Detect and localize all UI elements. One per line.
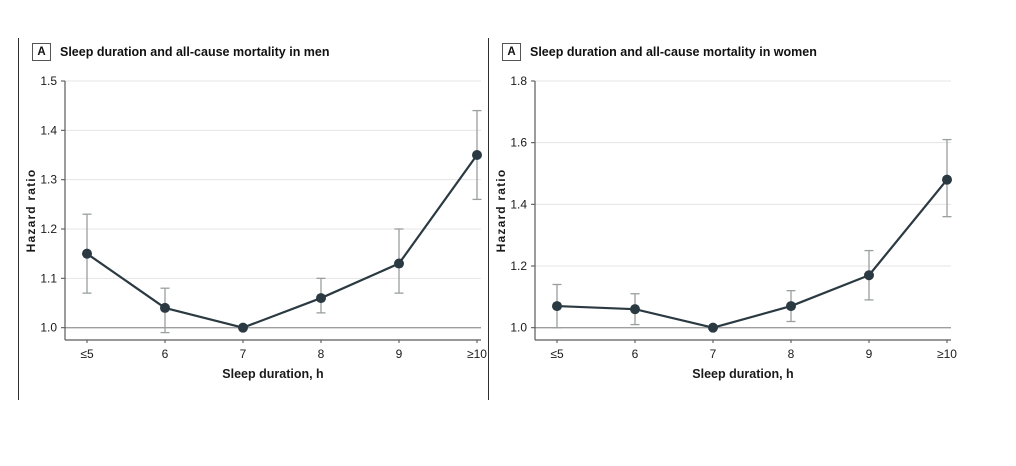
panel-men: A Sleep duration and all-cause mortality… <box>18 38 489 400</box>
panel-title: Sleep duration and all-cause mortality i… <box>60 45 330 59</box>
error-bars <box>552 138 952 329</box>
x-tick-label: ≤5 <box>550 347 564 361</box>
y-tick-label: 1.6 <box>510 136 527 150</box>
y-axis-title: Hazard ratio <box>24 169 38 253</box>
data-point <box>160 302 170 313</box>
gridlines <box>65 80 481 279</box>
x-axis-title: Sleep duration, h <box>222 367 323 381</box>
data-point <box>238 322 248 333</box>
x-tick-label: ≤5 <box>80 347 94 361</box>
data-point <box>316 293 326 304</box>
data-point <box>942 174 952 185</box>
x-tick-label: ≥10 <box>467 347 487 361</box>
y-tick-label: 1.8 <box>510 74 527 88</box>
panel-title: Sleep duration and all-cause mortality i… <box>530 45 817 59</box>
data-points <box>552 174 952 333</box>
x-tick-label: 7 <box>240 347 247 361</box>
panel-women-header: A Sleep duration and all-cause mortality… <box>502 43 817 61</box>
x-axis-title: Sleep duration, h <box>692 367 793 381</box>
y-tick-label: 1.0 <box>510 321 527 335</box>
data-point <box>864 270 874 281</box>
panel-label-badge: A <box>32 43 51 61</box>
panel-men-header: A Sleep duration and all-cause mortality… <box>32 43 330 61</box>
data-point <box>472 150 482 160</box>
y-tick-label: 1.0 <box>40 321 57 335</box>
error-bars <box>82 109 482 334</box>
y-tick-label: 1.2 <box>510 259 527 273</box>
x-tick-label: 7 <box>710 347 717 361</box>
x-tick-label: 9 <box>866 347 873 361</box>
axes <box>534 81 951 341</box>
y-axis-ticks: 1.0 1.2 1.4 1.6 1.8 <box>510 74 535 335</box>
y-tick-label: 1.2 <box>40 222 57 236</box>
y-tick-label: 1.4 <box>510 197 527 211</box>
data-point <box>630 304 640 315</box>
data-point <box>82 248 92 259</box>
x-axis-ticks: ≤5 6 7 8 9 ≥10 <box>80 340 487 361</box>
series-line <box>85 153 479 329</box>
y-tick-label: 1.1 <box>40 271 57 285</box>
data-point <box>394 258 404 269</box>
y-axis-ticks: 1.0 1.1 1.2 1.3 1.4 1.5 <box>40 74 65 335</box>
y-axis-title: Hazard ratio <box>494 169 508 253</box>
x-tick-label: 6 <box>632 347 639 361</box>
data-point <box>552 301 562 312</box>
panel-women: A Sleep duration and all-cause mortality… <box>488 38 959 400</box>
women-hazard-ratio-chart: 1.0 1.2 1.4 1.6 1.8 ≤5 6 7 8 9 ≥10 Sleep duration, … <box>494 74 957 381</box>
x-tick-label: 8 <box>788 347 795 361</box>
gridlines <box>535 80 951 267</box>
x-tick-label: ≥10 <box>937 347 957 361</box>
x-tick-label: 9 <box>396 347 403 361</box>
x-axis-ticks: ≤5 6 7 8 9 ≥10 <box>550 340 957 361</box>
data-point <box>708 322 718 333</box>
x-tick-label: 6 <box>162 347 169 361</box>
y-tick-label: 1.4 <box>40 123 57 137</box>
axes <box>64 81 481 341</box>
y-tick-label: 1.5 <box>40 74 57 88</box>
series-line <box>555 178 949 329</box>
data-points <box>82 150 482 333</box>
men-hazard-ratio-chart: 1.0 1.1 1.2 1.3 1.4 1.5 ≤5 6 7 8 9 ≥10 Sleep duratio… <box>24 74 487 381</box>
y-tick-label: 1.3 <box>40 173 57 187</box>
data-point <box>786 301 796 312</box>
panel-label-badge: A <box>502 43 521 61</box>
x-tick-label: 8 <box>318 347 325 361</box>
